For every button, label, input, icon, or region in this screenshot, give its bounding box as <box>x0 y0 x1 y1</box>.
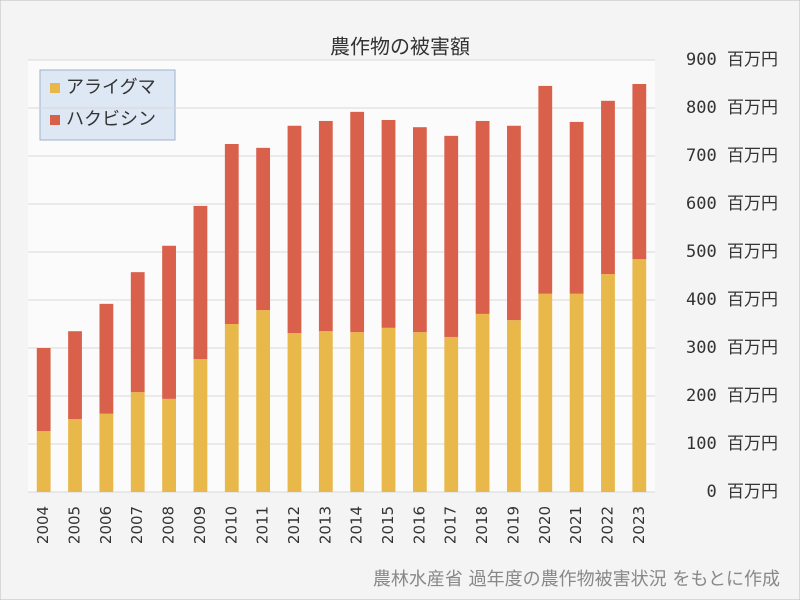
bar-segment <box>601 100 615 275</box>
x-tick-label: 2005 <box>66 506 84 544</box>
bar-segment <box>632 259 647 492</box>
y-tick-label: 100 百万円 <box>686 434 778 454</box>
y-tick-label: 900 百万円 <box>686 50 778 70</box>
bar-segment <box>538 85 553 294</box>
legend-label: ハクビシン <box>66 109 156 130</box>
bar-segment <box>569 121 584 294</box>
bar-segment <box>287 333 302 492</box>
y-tick-label: 300 百万円 <box>686 338 778 358</box>
x-tick-label: 2019 <box>504 506 522 544</box>
x-tick-label: 2021 <box>567 506 585 544</box>
y-tick-label: 200 百万円 <box>686 386 778 406</box>
bar-segment <box>99 413 114 492</box>
legend-label: アライグマ <box>66 77 156 98</box>
bar-segment <box>350 111 365 333</box>
legend-swatch <box>50 115 60 125</box>
bar-segment <box>507 320 521 492</box>
x-tick-label: 2011 <box>254 506 272 544</box>
chart-title: 農作物の被害額 <box>330 35 470 59</box>
bar-segment <box>193 205 208 360</box>
x-tick-label: 2017 <box>442 506 460 544</box>
bar-segment <box>68 419 82 492</box>
x-tick-label: 2023 <box>630 506 648 544</box>
source-note: 農林水産省 過年度の農作物被害状況 をもとに作成 <box>373 569 780 590</box>
bar-segment <box>256 310 271 492</box>
bar-segment <box>162 398 176 492</box>
bar-segment <box>318 331 333 492</box>
bar-segment <box>475 313 490 492</box>
bar-segment <box>287 125 302 334</box>
bar-segment <box>381 120 396 328</box>
x-tick-label: 2007 <box>128 506 146 544</box>
bar-segment <box>224 144 239 324</box>
bar-segment <box>318 120 333 332</box>
bar-segment <box>224 324 239 492</box>
bar-segment <box>193 359 208 492</box>
bar-segment <box>99 303 114 414</box>
x-tick-label: 2009 <box>191 506 209 544</box>
x-tick-label: 2012 <box>285 506 303 544</box>
bar-segment <box>475 120 490 314</box>
y-tick-label: 600 百万円 <box>686 194 778 214</box>
x-tick-label: 2020 <box>536 506 554 544</box>
legend-box <box>39 69 176 141</box>
bar-segment <box>256 147 271 311</box>
y-tick-label: 700 百万円 <box>686 146 778 166</box>
x-tick-label: 2014 <box>348 506 366 544</box>
bar-segment <box>36 348 51 432</box>
x-tick-label: 2018 <box>473 506 491 544</box>
x-tick-label: 2015 <box>379 506 397 544</box>
x-tick-label: 2008 <box>160 506 178 544</box>
y-tick-label: 400 百万円 <box>686 290 778 310</box>
y-tick-label: 800 百万円 <box>686 98 778 118</box>
bar-segment <box>162 245 176 399</box>
bar-segment <box>350 332 365 492</box>
bar-segment <box>569 293 584 492</box>
bar-segment <box>68 331 82 420</box>
x-tick-label: 2016 <box>410 506 428 544</box>
x-tick-label: 2004 <box>34 506 52 544</box>
x-tick-label: 2006 <box>97 506 115 544</box>
bar-segment <box>412 332 427 492</box>
bar-segment <box>538 293 553 492</box>
bar-segment <box>381 327 396 492</box>
y-tick-label: 500 百万円 <box>686 242 778 262</box>
bar-segment <box>444 135 459 337</box>
legend-swatch <box>50 83 60 93</box>
bar-segment <box>507 125 521 321</box>
bar-segment <box>130 392 145 492</box>
x-tick-label: 2010 <box>222 506 240 544</box>
bar-segment <box>412 127 427 333</box>
y-tick-label: 0 百万円 <box>707 482 778 502</box>
x-tick-label: 2022 <box>598 506 616 544</box>
bar-segment <box>601 274 615 492</box>
bar-segment <box>444 336 459 492</box>
bar-segment <box>632 84 647 260</box>
bar-segment <box>130 272 145 393</box>
x-tick-label: 2013 <box>316 506 334 544</box>
bar-segment <box>36 431 51 492</box>
